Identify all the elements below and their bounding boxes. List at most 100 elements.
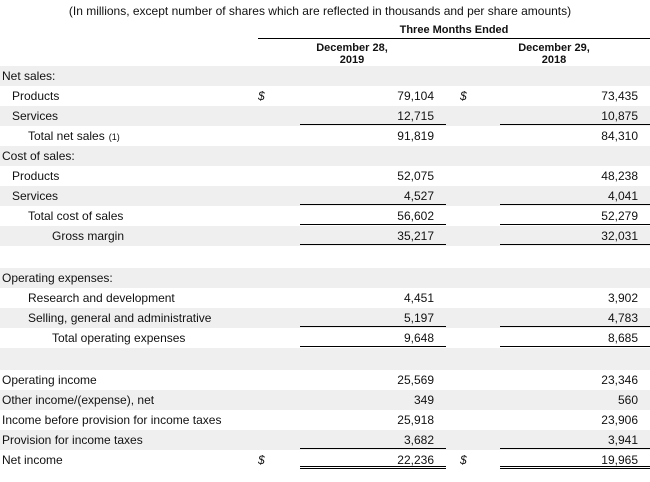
currency-symbol: $ <box>258 89 265 103</box>
column-heading: December 28, 2019 <box>258 42 446 69</box>
table-row: Total cost of sales 56,602 52,279 <box>0 206 650 226</box>
column-heading-line: 2018 <box>541 54 567 66</box>
amount: 84,310 <box>601 129 638 143</box>
amount: 8,685 <box>500 331 650 347</box>
table-row: Selling, general and administrative 5,197… <box>0 308 650 328</box>
row-label-text: Total cost of sales <box>28 209 124 223</box>
amount: 52,279 <box>500 209 650 225</box>
amount: 32,031 <box>500 229 650 245</box>
row-label: Products <box>12 169 59 183</box>
row-label: Total net sales (1) <box>28 129 120 143</box>
amount: 73,435 <box>601 89 638 103</box>
table-row: Products 52,075 48,238 <box>0 166 650 186</box>
row-label: Provision for income taxes <box>2 433 143 447</box>
amount: 4,041 <box>500 189 650 205</box>
amount: 48,238 <box>601 169 638 183</box>
table-row <box>0 348 650 370</box>
row-label-text: Net income <box>2 453 63 467</box>
row-label-text: Products <box>12 169 60 183</box>
table-row: Cost of sales: <box>0 146 650 166</box>
amount: 22,236 <box>300 453 446 469</box>
row-label: Selling, general and administrative <box>28 311 211 325</box>
row-label-text: Provision for income taxes <box>2 433 143 447</box>
currency-symbol: $ <box>460 453 467 467</box>
amount: 23,346 <box>601 373 638 387</box>
amount: 10,875 <box>500 109 650 125</box>
row-label: Operating income <box>2 373 97 387</box>
table-row: Provision for income taxes 3,682 3,941 <box>0 430 650 450</box>
amount: 560 <box>617 393 638 407</box>
row-label: Cost of sales: <box>2 149 75 163</box>
amount: 25,918 <box>397 413 434 427</box>
table-row: Operating expenses: <box>0 268 650 288</box>
row-label-text: Operating expenses: <box>2 271 113 285</box>
row-label: Gross margin <box>52 229 124 243</box>
row-label: Products <box>12 89 59 103</box>
row-label: Total cost of sales <box>28 209 123 223</box>
table-row: Gross margin 35,217 32,031 <box>0 226 650 246</box>
column-heading-line: December 29, <box>518 42 590 54</box>
table-row: Income before provision for income taxes… <box>0 410 650 430</box>
amount: 79,104 <box>397 89 434 103</box>
table-row: Operating income 25,569 23,346 <box>0 370 650 390</box>
amount: 349 <box>413 393 434 407</box>
row-label-text: Operating income <box>2 373 97 387</box>
amount: 91,819 <box>397 129 434 143</box>
row-label-text: Cost of sales: <box>2 149 75 163</box>
table-row: Products $ $79,104 73,435 <box>0 86 650 106</box>
table-row: Services 12,715 10,875 <box>0 106 650 126</box>
row-label: Other income/(expense), net <box>2 393 154 407</box>
amount: 35,217 <box>300 229 446 245</box>
row-label-text: Products <box>12 89 60 103</box>
amount: 5,197 <box>300 311 446 327</box>
row-label: Income before provision for income taxes <box>2 413 221 427</box>
row-label: Net sales: <box>2 69 55 83</box>
amount: 3,902 <box>607 291 638 305</box>
amount: 9,648 <box>300 331 446 347</box>
column-heading-line: 2019 <box>339 54 365 66</box>
amount: 12,715 <box>300 109 446 125</box>
row-label-text: Income before provision for income taxes <box>2 413 222 427</box>
currency-symbol: $ <box>258 453 265 467</box>
row-label: Services <box>12 109 58 123</box>
period-heading: Three Months Ended <box>258 24 650 39</box>
table-body: Net sales: Products $ $79,104 73,435 Services… <box>0 66 650 470</box>
table-row: Research and development 4,451 3,902 <box>0 288 650 308</box>
row-label: Services <box>12 189 58 203</box>
row-label-text: Selling, general and administrative <box>28 311 212 325</box>
row-label-text: Research and development <box>28 291 175 305</box>
currency-symbol: $ <box>460 89 467 103</box>
row-label-text: Other income/(expense), net <box>2 393 155 407</box>
amount: 3,941 <box>500 433 650 449</box>
row-label-text: Total operating expenses <box>52 331 186 345</box>
row-label-text: Total net sales <box>28 129 105 143</box>
table-row: Net income $ $22,236 19,965 <box>0 450 650 470</box>
amount: 23,906 <box>601 413 638 427</box>
table-row: Services 4,527 4,041 <box>0 186 650 206</box>
amount: 4,783 <box>500 311 650 327</box>
amount: 52,075 <box>397 169 434 183</box>
column-heading: December 29, 2018 <box>458 42 650 69</box>
table-row: Total operating expenses 9,648 8,685 <box>0 328 650 348</box>
row-label-text: Gross margin <box>52 229 125 243</box>
row-label-text: Services <box>12 109 59 123</box>
amount: 19,965 <box>500 453 650 469</box>
table-row: Total net sales (1) 91,819 84,310 <box>0 126 650 146</box>
row-label: Research and development <box>28 291 175 305</box>
amount: 56,602 <box>300 209 446 225</box>
row-label-text: Net sales: <box>2 69 56 83</box>
column-heading-line: December 28, <box>316 42 388 54</box>
footnote-ref: (1) <box>108 132 120 142</box>
amount: 4,527 <box>300 189 446 205</box>
table-row: Other income/(expense), net 349 560 <box>0 390 650 410</box>
amount: 4,451 <box>403 291 434 305</box>
amount: 25,569 <box>397 373 434 387</box>
table-row <box>0 246 650 268</box>
table-row: Net sales: <box>0 66 650 86</box>
units-note: (In millions, except number of shares wh… <box>68 4 572 18</box>
row-label: Total operating expenses <box>52 331 185 345</box>
row-label-text: Services <box>12 189 59 203</box>
amount: 3,682 <box>300 433 446 449</box>
row-label: Operating expenses: <box>2 271 113 285</box>
